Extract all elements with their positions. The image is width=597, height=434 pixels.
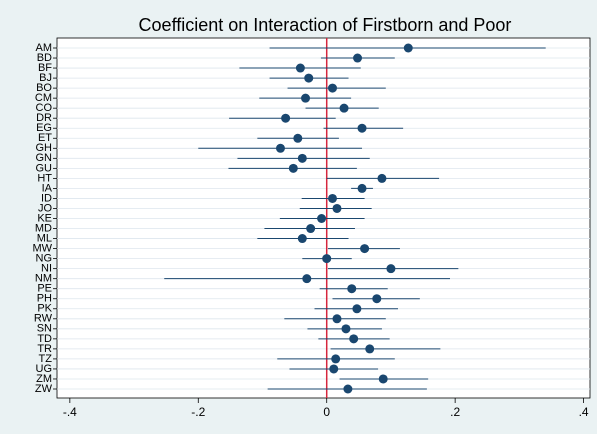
y-tick-label: TD: [37, 333, 52, 345]
y-tick-label: BO: [36, 82, 52, 94]
point: [403, 43, 413, 53]
y-tick-label: JO: [38, 202, 53, 214]
y-tick-label: SN: [37, 323, 52, 335]
point: [349, 334, 359, 344]
y-tick-label: MD: [35, 222, 52, 234]
y-tick-label: GU: [36, 162, 53, 174]
point: [329, 364, 339, 374]
y-tick-label: EG: [36, 122, 52, 134]
point: [275, 143, 285, 153]
y-tick-label: PK: [37, 303, 52, 315]
point: [357, 123, 367, 133]
y-tick-label: BJ: [39, 72, 52, 84]
y-tick-label: KE: [37, 212, 52, 224]
y-tick-label: ID: [41, 192, 52, 204]
point: [293, 133, 303, 143]
x-tick-label: .4: [579, 405, 589, 419]
point: [332, 314, 342, 324]
y-tick-label: RW: [34, 313, 53, 325]
y-tick-label: IA: [42, 182, 53, 194]
y-tick-label: TR: [37, 343, 52, 355]
point: [301, 93, 311, 103]
chart-title: Coefficient on Interaction of Firstborn …: [139, 15, 512, 35]
y-tick-label: CM: [35, 92, 52, 104]
point: [332, 203, 342, 213]
point: [302, 274, 312, 284]
point: [347, 284, 357, 294]
y-tick-label: ML: [37, 232, 52, 244]
point: [297, 153, 307, 163]
point: [317, 214, 327, 223]
y-tick-label: NG: [36, 253, 53, 265]
y-tick-label: NI: [41, 263, 52, 275]
x-tick-label: -.4: [63, 405, 77, 419]
point: [304, 73, 314, 83]
point: [360, 244, 370, 254]
point: [327, 193, 337, 203]
point: [377, 173, 387, 183]
y-tick-label: HT: [37, 172, 52, 184]
point: [357, 183, 367, 193]
point: [341, 324, 351, 334]
x-tick-label: 0: [323, 405, 330, 419]
point: [365, 344, 375, 354]
point: [331, 354, 341, 364]
y-tick-label: PE: [37, 283, 52, 295]
point: [386, 264, 396, 274]
y-tick-label: MW: [32, 242, 52, 254]
y-tick-label: UG: [36, 363, 53, 375]
point: [353, 53, 363, 63]
point: [297, 234, 307, 244]
point: [306, 224, 316, 234]
point: [288, 163, 298, 173]
x-tick-label: -.2: [191, 405, 205, 419]
y-tick-label: TZ: [39, 353, 53, 365]
y-tick-label: GN: [36, 152, 53, 164]
y-tick-label: CO: [36, 102, 53, 114]
y-tick-label: ZM: [36, 373, 52, 385]
point: [343, 384, 353, 394]
y-tick-label: BD: [37, 52, 52, 64]
x-tick-label: .2: [450, 405, 460, 419]
point: [352, 304, 362, 314]
y-tick-label: ET: [38, 132, 52, 144]
y-tick-label: PH: [37, 293, 52, 305]
y-tick-label: GH: [36, 142, 53, 154]
y-tick-label: DR: [36, 112, 52, 124]
point: [378, 374, 388, 384]
point: [322, 254, 332, 264]
y-tick-label: NM: [35, 273, 52, 285]
y-tick-label: ZW: [35, 383, 53, 395]
y-tick-label: AM: [36, 42, 53, 54]
y-tick-label: BF: [38, 62, 52, 74]
point: [327, 83, 337, 93]
point: [372, 294, 382, 304]
point: [339, 103, 349, 113]
point: [295, 63, 305, 73]
point: [281, 113, 291, 123]
